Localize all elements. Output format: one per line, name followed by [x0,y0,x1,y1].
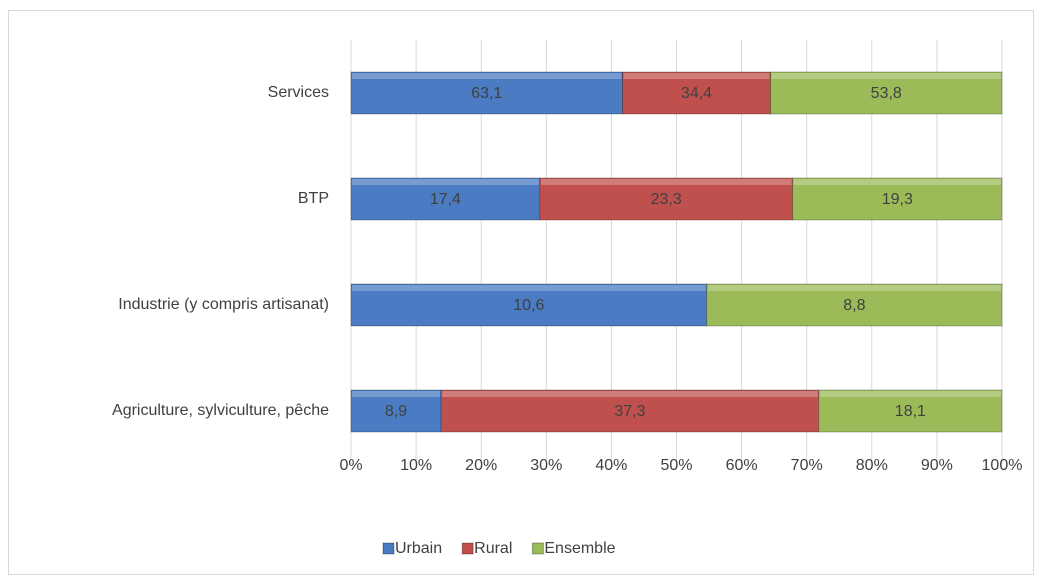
bar-segment [440,389,820,433]
bar-segment [706,283,1003,327]
bar-segment [818,389,1003,433]
data-label: 34,4 [681,85,712,102]
bar-highlight [707,285,1001,291]
legend-label: Ensemble [544,540,615,557]
x-tick-label: 60% [726,457,758,474]
data-label: 23,3 [651,191,682,208]
x-tick-label: 70% [791,457,823,474]
x-tick-label: 10% [400,457,432,474]
bar-highlight [540,179,792,185]
data-label: 18,1 [895,403,926,420]
legend-label: Urbain [395,540,442,557]
bar-highlight [793,179,1001,185]
x-tick-label: 90% [921,457,953,474]
labels: 0% 10% 20% 30% 40% 50% 60% 70% 80% 90% 100% Agricul… [112,84,1022,557]
data-label: 17,4 [430,191,461,208]
bar-highlight [352,391,441,397]
x-tick-label: 80% [856,457,888,474]
bar-highlight [352,285,706,291]
bar-segment [792,177,1003,221]
y-tick-label: BTP [298,190,329,207]
data-label: 53,8 [871,85,902,102]
x-tick-label: 40% [595,457,627,474]
legend-swatch [382,542,395,555]
bar-highlight [623,73,770,79]
bar-segment [350,389,442,433]
bar-segment [350,177,541,221]
bars [350,71,1003,433]
y-tick-label: Services [268,84,329,101]
data-label: 63,1 [471,85,502,102]
bar-segment [350,283,708,327]
y-tick-label: Agriculture, sylviculture, pêche [112,402,329,419]
legend-swatch [531,542,544,555]
y-tick-label: Industrie (y compris artisanat) [118,296,329,313]
data-label: 10,6 [513,297,544,314]
x-tick-label: 50% [660,457,692,474]
bar-segment [770,71,1003,115]
bar-highlight [442,391,818,397]
bar-highlight [819,391,1001,397]
legend-swatch [461,542,474,555]
data-label: 8,9 [385,403,407,420]
data-label: 19,3 [882,191,913,208]
legend-label: Rural [474,540,512,557]
bar-highlight [352,179,539,185]
data-label: 8,8 [843,297,865,314]
x-tick-label: 20% [465,457,497,474]
data-label: 37,3 [614,403,645,420]
bar-highlight [771,73,1001,79]
x-tick-label: 30% [530,457,562,474]
bar-segment [622,71,772,115]
bar-highlight [352,73,622,79]
x-tick-label: 100% [982,457,1023,474]
x-tick-label: 0% [339,457,362,474]
